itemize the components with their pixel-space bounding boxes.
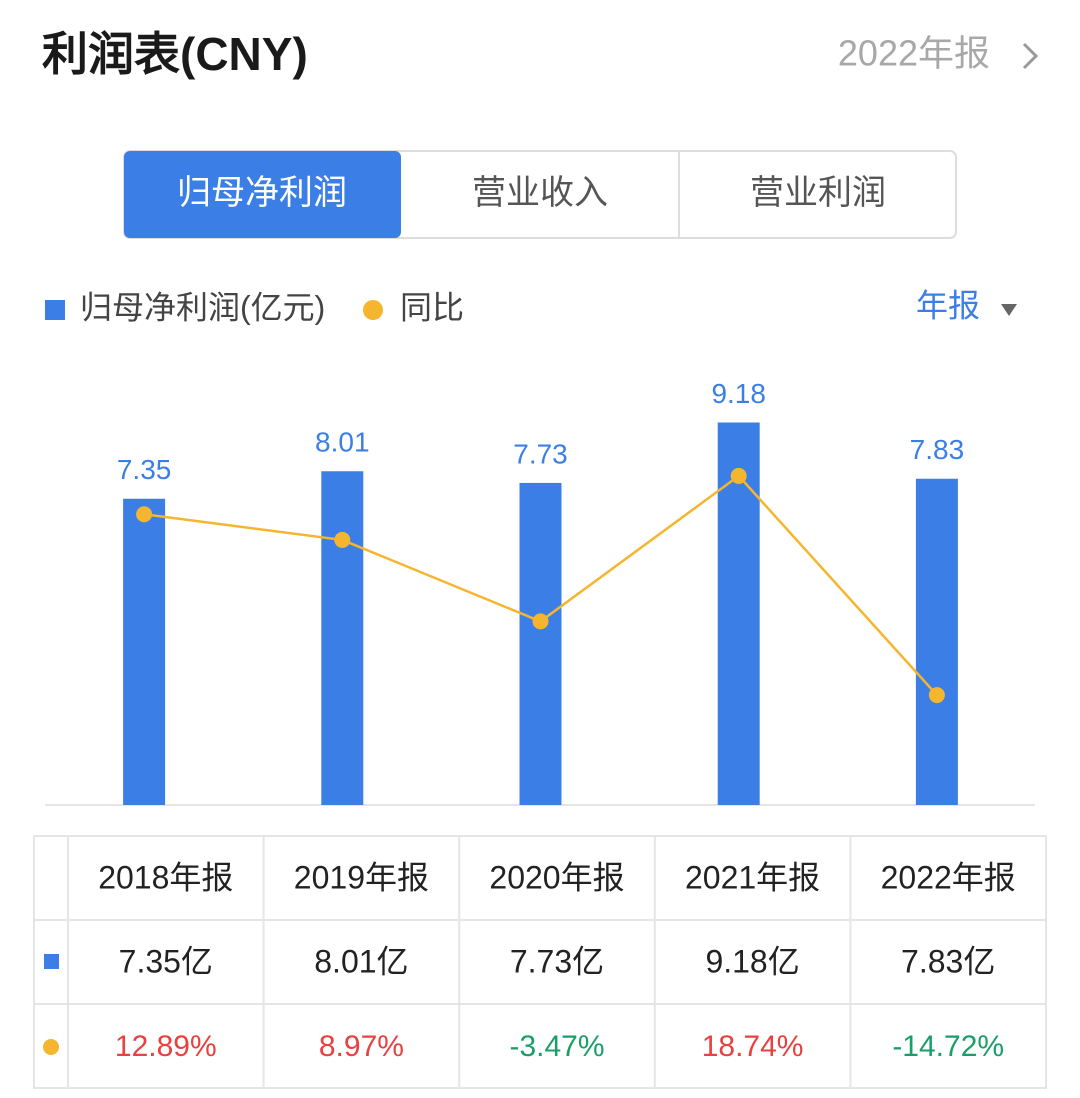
table-header: 2020年报 bbox=[489, 859, 624, 895]
table-value: 9.18亿 bbox=[705, 943, 799, 979]
bar-value-label: 8.01 bbox=[315, 427, 370, 458]
period-link[interactable]: 2022年报 bbox=[838, 33, 990, 74]
chevron[interactable] bbox=[1022, 42, 1039, 70]
table-header: 2018年报 bbox=[98, 859, 233, 895]
yoy-point bbox=[334, 531, 351, 548]
legend-label: 归母净利润(亿元) bbox=[80, 289, 325, 325]
table-yoy: 18.74% bbox=[702, 1030, 804, 1063]
table-value: 8.01亿 bbox=[314, 943, 408, 979]
yoy-point bbox=[532, 613, 549, 630]
table-header: 2021年报 bbox=[685, 859, 820, 895]
tab-bar: 归母净利润 营业收入 营业利润 bbox=[123, 150, 957, 239]
bar bbox=[321, 471, 364, 805]
bar-value-label: 7.73 bbox=[513, 438, 568, 469]
table-header: 2022年报 bbox=[881, 859, 1016, 895]
yoy-point bbox=[928, 687, 945, 704]
table-value: 7.83亿 bbox=[901, 943, 995, 979]
legend-label: 同比 bbox=[400, 289, 464, 325]
page-title: 利润表(CNY) bbox=[42, 28, 308, 80]
bar-value-label: 7.35 bbox=[117, 454, 172, 485]
table-yoy: 8.97% bbox=[319, 1030, 404, 1063]
table-value: 7.35亿 bbox=[119, 943, 213, 979]
table-yoy: 12.89% bbox=[115, 1030, 217, 1063]
tab-active-bg bbox=[124, 151, 401, 238]
table-frame bbox=[33, 835, 1047, 1089]
yoy-point bbox=[730, 467, 747, 484]
row-swatch bbox=[44, 954, 59, 969]
bar-value-label: 9.18 bbox=[711, 378, 766, 409]
legend-swatch bbox=[363, 300, 383, 320]
tab[interactable]: 营业收入 bbox=[472, 174, 608, 212]
legend-swatch bbox=[45, 300, 65, 320]
table-yoy: -14.72% bbox=[892, 1030, 1004, 1063]
data-table bbox=[33, 835, 1047, 1089]
bar bbox=[123, 498, 166, 805]
table-yoy: -3.47% bbox=[509, 1030, 604, 1063]
row-swatch bbox=[43, 1039, 59, 1055]
bar bbox=[915, 478, 958, 805]
tab[interactable]: 营业利润 bbox=[750, 174, 886, 212]
bar bbox=[519, 482, 562, 805]
table-value: 7.73亿 bbox=[510, 943, 604, 979]
dropdown-arrow[interactable] bbox=[1001, 304, 1017, 316]
yoy-point bbox=[136, 506, 153, 523]
table-header: 2019年报 bbox=[294, 859, 429, 895]
period-selector[interactable]: 年报 bbox=[916, 287, 980, 323]
bar-value-label: 7.83 bbox=[910, 434, 965, 465]
tab[interactable]: 归母净利润 bbox=[177, 174, 347, 212]
